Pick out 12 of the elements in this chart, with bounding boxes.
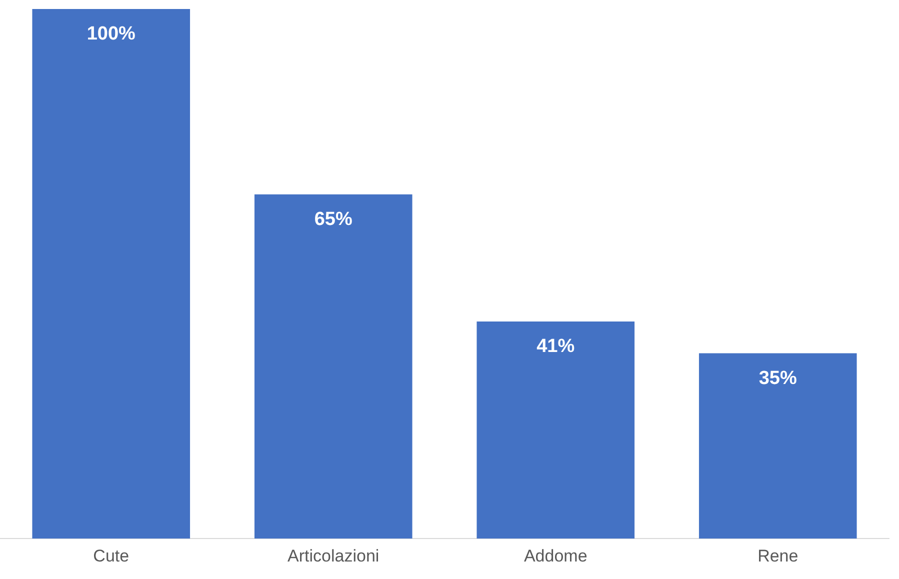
x-tick-label: Cute	[93, 546, 130, 566]
bar	[476, 321, 635, 539]
data-label: 41%	[536, 336, 575, 358]
data-label: 35%	[758, 368, 797, 389]
bar	[254, 194, 412, 539]
x-tick-label: Addome	[524, 546, 588, 566]
bar	[698, 353, 857, 539]
data-label: 65%	[314, 209, 352, 230]
bar	[32, 9, 190, 539]
data-label: 100%	[86, 24, 136, 45]
x-tick-label: Articolazioni	[288, 546, 380, 566]
x-tick-label: Rene	[758, 546, 798, 566]
